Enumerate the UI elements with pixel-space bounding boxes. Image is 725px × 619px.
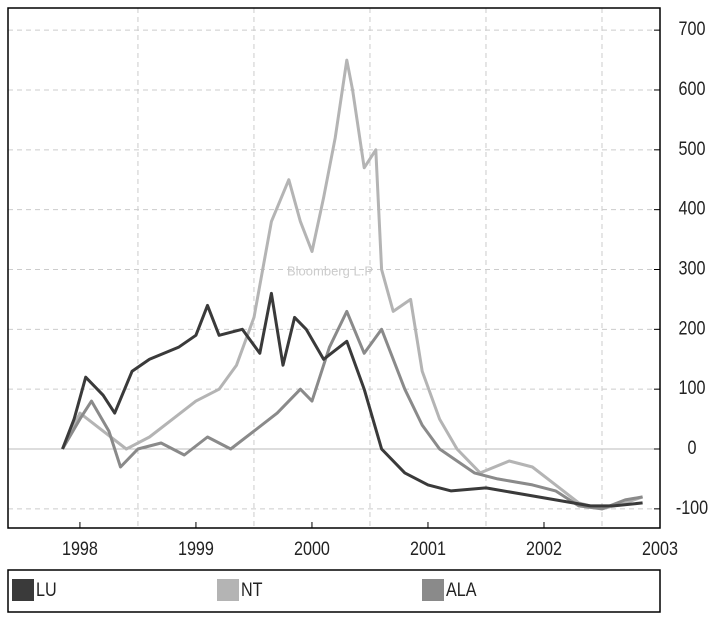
legend-label: ALA (446, 579, 477, 601)
watermark: Bloomberg L.P (287, 263, 373, 278)
x-tick-label: 2000 (294, 538, 330, 560)
y-tick-label: 600 (679, 78, 706, 100)
plot-frame (7, 7, 661, 529)
x-tick-label: 1999 (178, 538, 214, 560)
legend-label: LU (36, 579, 57, 601)
legend-swatch (12, 579, 34, 601)
y-tick-label: 500 (679, 138, 706, 160)
y-tick-label: 700 (679, 18, 706, 40)
x-tick-label: 2003 (642, 538, 678, 560)
legend-label: NT (241, 579, 263, 601)
y-tick-label: 400 (679, 197, 706, 219)
y-tick-label: 0 (688, 437, 697, 459)
legend-swatch (217, 579, 239, 601)
x-tick-label: 2002 (526, 538, 562, 560)
y-tick-label: 300 (679, 257, 706, 279)
legend-box (7, 569, 661, 613)
y-tick-label: -100 (676, 497, 708, 519)
y-tick-label: 100 (679, 377, 706, 399)
legend-swatch (422, 579, 444, 601)
x-tick-label: 2001 (410, 538, 446, 560)
series-line (61, 291, 643, 508)
y-tick-label: 200 (679, 317, 706, 339)
x-tick-label: 1998 (62, 538, 98, 560)
series-line (61, 309, 643, 511)
series-line (61, 58, 644, 511)
